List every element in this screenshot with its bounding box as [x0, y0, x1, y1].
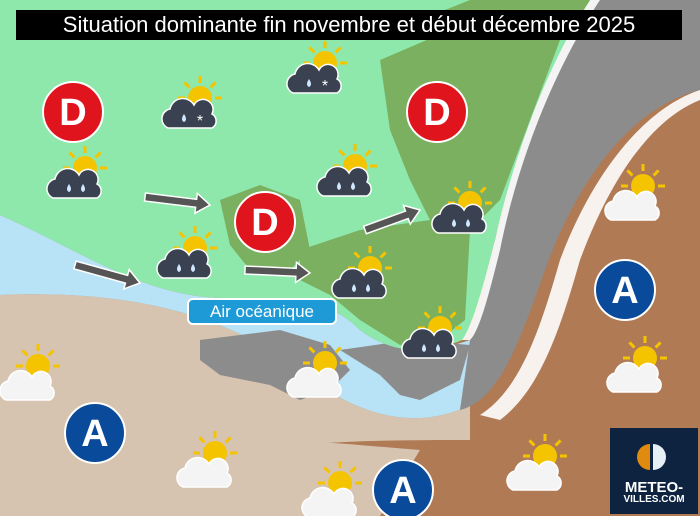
sun-cloud-icon — [286, 341, 347, 398]
rain-cloud-icon — [316, 144, 377, 197]
snow-rain-cloud-icon: * — [286, 41, 347, 95]
pressure-letter: D — [423, 92, 450, 134]
wind-arrow-icon — [244, 260, 312, 284]
rain-cloud-icon — [431, 181, 492, 234]
rain-cloud-icon — [401, 306, 462, 359]
wind-arrow-icon — [362, 204, 422, 235]
svg-text:*: * — [322, 78, 328, 95]
snow-rain-cloud-icon: * — [161, 76, 222, 130]
sun-cloud-icon — [604, 164, 665, 221]
sun-cloud-icon — [506, 434, 567, 491]
low-pressure-marker: D — [42, 81, 104, 143]
sun-cloud-icon — [176, 431, 237, 488]
logo-half-circle-icon — [637, 444, 666, 470]
oceanic-air-label: Air océanique — [187, 298, 337, 325]
sun-cloud-icon — [0, 344, 60, 401]
low-pressure-marker: D — [234, 191, 296, 253]
high-pressure-marker: A — [372, 459, 434, 516]
rain-cloud-icon — [156, 226, 217, 279]
rain-cloud-icon — [46, 146, 107, 199]
svg-text:*: * — [197, 113, 203, 130]
meteo-villes-logo: METEO- VILLES.COM — [610, 428, 698, 514]
pressure-letter: A — [81, 413, 108, 455]
pressure-letter: A — [611, 270, 638, 312]
logo-line1: METEO- — [624, 479, 684, 496]
pressure-letter: D — [251, 202, 278, 244]
low-pressure-marker: D — [406, 81, 468, 143]
map-title: Situation dominante fin novembre et débu… — [16, 10, 682, 40]
pressure-letter: D — [59, 92, 86, 134]
high-pressure-marker: A — [64, 402, 126, 464]
wind-arrow-icon — [73, 260, 142, 291]
sun-cloud-icon — [606, 336, 667, 393]
pressure-letter: A — [389, 470, 416, 512]
transition-zone — [460, 0, 700, 410]
logo-line2: VILLES.COM — [623, 494, 685, 505]
sun-cloud-icon — [301, 461, 362, 516]
high-pressure-marker: A — [594, 259, 656, 321]
rain-cloud-icon — [331, 246, 392, 299]
wind-arrow-icon — [143, 191, 212, 215]
